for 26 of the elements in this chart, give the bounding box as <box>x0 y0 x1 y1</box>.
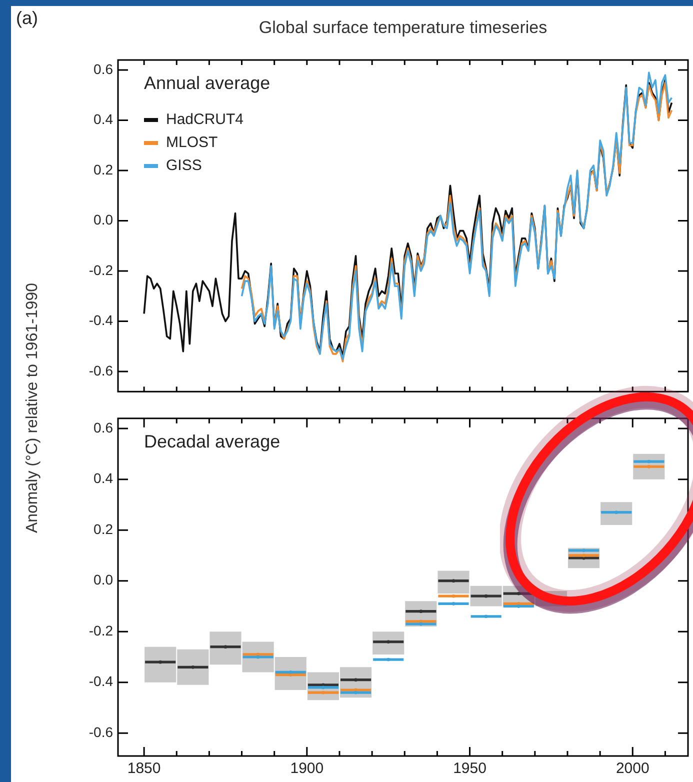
annotation: Annual average <box>144 72 270 93</box>
y-tick-label: 0.0 <box>94 212 114 228</box>
annotation: Decadal average <box>144 431 280 452</box>
y-tick-label: 0.4 <box>94 111 114 128</box>
x-tick-label: 1900 <box>290 760 324 778</box>
y-tick-label: -0.2 <box>88 262 114 278</box>
y-tick-label: -0.4 <box>88 673 114 690</box>
text: (a) <box>16 8 38 29</box>
y-tick-label: 0.6 <box>94 419 114 436</box>
y-tick-label: 0.6 <box>94 60 114 77</box>
legend-label: GISS <box>166 157 202 174</box>
legend-label: HadCRUT4 <box>166 111 244 128</box>
legend-label: MLOST <box>166 134 218 152</box>
y-tick-label: -0.6 <box>88 362 114 378</box>
y-tick-label: 0.0 <box>94 572 114 588</box>
y-tick-label: -0.2 <box>88 622 114 638</box>
y-tick-label: 0.2 <box>94 161 114 178</box>
x-tick-label: 1950 <box>453 760 486 778</box>
y-axis-title: Anomaly (°C) relative to 1961-1990 <box>24 282 42 534</box>
chart-title: Global surface temperature timeseries <box>258 18 548 38</box>
y-tick-label: 0.2 <box>94 520 114 537</box>
y-tick-label: -0.6 <box>88 724 114 740</box>
y-tick-label: -0.4 <box>88 312 114 328</box>
x-tick-label: 1850 <box>127 760 161 778</box>
x-tick-label: 2000 <box>616 760 650 778</box>
y-tick-label: 0.4 <box>94 470 114 486</box>
